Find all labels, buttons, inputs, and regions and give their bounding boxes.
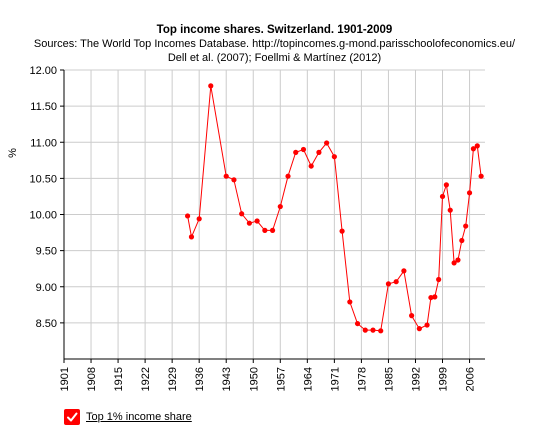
data-point bbox=[184, 213, 191, 219]
x-tick-label: 1999 bbox=[438, 367, 450, 391]
x-tick-label: 1971 bbox=[329, 367, 341, 391]
legend: Top 1% income share bbox=[64, 409, 192, 425]
data-point bbox=[196, 216, 202, 222]
x-axis-ticks: 1901 1908 1915 1922 1929 1936 1943 1950 1957 1964… bbox=[59, 359, 477, 391]
x-tick-label: 1978 bbox=[356, 367, 368, 391]
data-point bbox=[385, 281, 392, 287]
data-point bbox=[231, 177, 237, 183]
legend-checkbox[interactable] bbox=[64, 409, 80, 425]
series-top-1pct bbox=[184, 83, 484, 334]
x-tick-label: 1957 bbox=[275, 367, 287, 391]
legend-label[interactable]: Top 1% income share bbox=[86, 411, 192, 423]
data-point bbox=[239, 211, 245, 217]
x-tick-label: 1908 bbox=[86, 367, 98, 391]
checkmark-icon bbox=[67, 412, 78, 422]
x-tick-label: 2006 bbox=[465, 367, 477, 391]
data-point bbox=[447, 207, 453, 213]
data-point bbox=[478, 173, 484, 179]
data-point bbox=[470, 146, 477, 152]
data-point bbox=[428, 294, 434, 301]
data-point bbox=[451, 260, 457, 266]
y-tick-label: 8.50 bbox=[36, 318, 57, 330]
y-tick-label: 12.00 bbox=[29, 65, 57, 77]
data-point bbox=[277, 203, 283, 210]
data-point bbox=[436, 276, 442, 283]
y-tick-label: 11.00 bbox=[30, 137, 57, 149]
y-axis-label: % bbox=[7, 148, 19, 158]
data-point bbox=[316, 149, 322, 155]
data-point bbox=[393, 279, 399, 285]
data-point bbox=[285, 173, 291, 179]
data-point bbox=[455, 257, 461, 263]
x-tick-label: 1929 bbox=[167, 367, 179, 391]
data-point bbox=[474, 143, 480, 149]
data-point bbox=[378, 328, 384, 334]
data-point bbox=[416, 326, 422, 332]
data-point bbox=[463, 223, 469, 229]
data-point bbox=[362, 327, 368, 333]
y-tick-label: 10.50 bbox=[29, 173, 57, 185]
data-point bbox=[331, 154, 337, 160]
chart-subtitle-authors: Dell et al. (2007); Foellmi & Martínez (… bbox=[167, 52, 382, 64]
y-tick-label: 11.50 bbox=[30, 101, 57, 113]
data-point bbox=[354, 320, 361, 327]
data-point bbox=[443, 182, 449, 188]
data-point bbox=[188, 234, 195, 240]
chart-subtitle-sources: Sources: The World Top Incomes Database.… bbox=[33, 38, 516, 50]
data-point bbox=[324, 140, 330, 146]
x-tick-label: 1985 bbox=[383, 367, 395, 391]
data-point bbox=[308, 163, 314, 169]
data-point bbox=[401, 268, 407, 274]
x-tick-label: 1901 bbox=[59, 367, 71, 391]
y-tick-label: 10.00 bbox=[29, 210, 57, 222]
chart-title: Top income shares. Switzerland. 1901-200… bbox=[156, 24, 393, 36]
y-tick-label: 9.50 bbox=[36, 246, 57, 258]
data-point bbox=[339, 228, 345, 234]
x-tick-label: 1936 bbox=[194, 367, 206, 391]
x-tick-label: 1992 bbox=[410, 367, 422, 391]
x-tick-label: 1964 bbox=[302, 367, 314, 391]
data-point bbox=[300, 146, 307, 153]
x-tick-label: 1950 bbox=[248, 367, 260, 391]
data-point bbox=[254, 218, 260, 224]
data-point bbox=[466, 190, 473, 196]
data-point bbox=[246, 220, 252, 226]
grid-lines bbox=[63, 69, 485, 359]
x-tick-label: 1943 bbox=[221, 367, 233, 391]
data-point bbox=[439, 193, 446, 200]
x-tick-label: 1922 bbox=[140, 367, 152, 391]
data-point bbox=[347, 299, 353, 305]
data-point bbox=[459, 237, 465, 244]
data-point bbox=[409, 313, 415, 319]
y-tick-label: 9.00 bbox=[36, 282, 57, 294]
y-axis-ticks: 8.50 9.00 9.50 10.00 10.50 11.00 11.50 12.00 bbox=[29, 65, 64, 330]
data-point bbox=[262, 227, 268, 233]
data-point bbox=[208, 83, 214, 89]
x-tick-label: 1915 bbox=[113, 367, 125, 391]
data-point bbox=[424, 322, 430, 328]
data-point bbox=[269, 227, 276, 233]
data-point bbox=[293, 149, 299, 155]
data-point bbox=[223, 173, 229, 179]
data-point bbox=[432, 294, 438, 300]
data-point bbox=[370, 327, 376, 333]
